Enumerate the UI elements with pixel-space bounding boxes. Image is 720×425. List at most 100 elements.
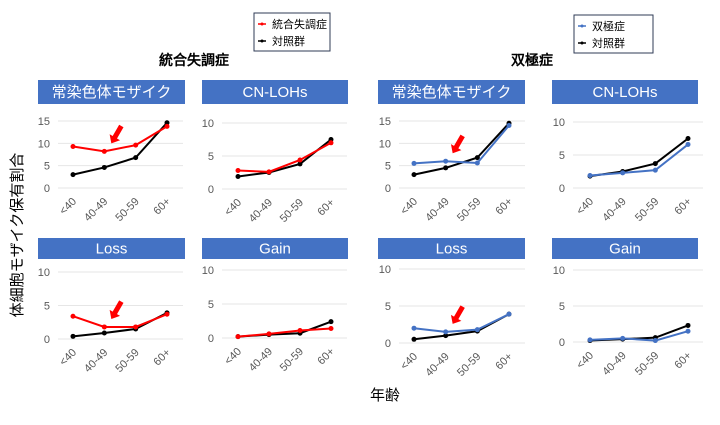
series-line: [589, 143, 689, 177]
data-point: [685, 322, 691, 328]
panel-title: CN-LOHs: [592, 84, 657, 101]
panel-title: Loss: [96, 241, 128, 258]
x-tick-label: 50-59: [278, 346, 306, 374]
data-point: [297, 328, 303, 334]
data-point: [620, 170, 626, 176]
series-line: [589, 137, 689, 178]
data-point: [506, 122, 512, 128]
data-point: [164, 123, 170, 129]
x-tick-label: 40-49: [600, 350, 628, 378]
y-axis-title: 体細胞モザイク保有割合: [9, 153, 26, 318]
y-tick-label: 10: [379, 138, 391, 150]
series-line: [413, 313, 510, 333]
x-tick-label: 50-59: [455, 351, 483, 379]
panel-header: [202, 238, 348, 259]
data-point: [443, 165, 449, 171]
legend-label: 双極症: [592, 19, 625, 33]
x-tick-label: <40: [398, 196, 420, 218]
x-tick-label: 60+: [493, 196, 515, 218]
x-tick-label: 50-59: [113, 347, 141, 375]
data-point: [474, 160, 480, 166]
data-point: [235, 173, 241, 179]
data-point: [164, 311, 170, 317]
x-tick-label: <40: [57, 196, 79, 218]
data-point: [235, 334, 241, 340]
data-point: [411, 325, 417, 331]
data-point: [685, 136, 691, 141]
arrow-annotation-icon: [109, 124, 124, 144]
data-point: [652, 161, 658, 167]
legend-marker: [260, 22, 264, 26]
data-point: [297, 157, 303, 163]
series-line: [237, 141, 332, 173]
y-tick-label: 10: [553, 117, 565, 129]
data-point: [411, 160, 417, 166]
y-tick-label: 0: [385, 183, 391, 195]
x-tick-label: <40: [57, 347, 79, 369]
data-point: [266, 169, 272, 175]
x-tick-label: <40: [222, 197, 244, 219]
legend-label: 対照群: [272, 34, 305, 48]
x-tick-label: 40-49: [247, 197, 275, 225]
x-tick-label: 40-49: [423, 351, 451, 379]
y-tick-label: 5: [559, 301, 565, 313]
x-tick-label: <40: [574, 350, 596, 372]
data-point: [328, 325, 334, 331]
panel-title: 常染色体モザイク: [52, 84, 172, 101]
x-tick-label: 60+: [151, 347, 173, 369]
x-tick-label: <40: [398, 351, 420, 373]
y-tick-label: 5: [385, 301, 391, 313]
legend-marker: [580, 41, 584, 45]
y-tick-label: 10: [38, 267, 50, 279]
panel-header: [378, 238, 525, 259]
data-point: [443, 333, 449, 339]
series-line: [72, 122, 168, 176]
x-tick-label: <40: [222, 346, 244, 368]
x-tick-label: 60+: [315, 346, 337, 368]
panel-header: [552, 238, 698, 259]
x-tick-label: 40-49: [82, 196, 110, 224]
y-tick-label: 15: [379, 116, 391, 128]
arrow-annotation-icon: [109, 300, 124, 319]
arrow-annotation-icon: [450, 305, 465, 324]
x-tick-label: 60+: [315, 197, 337, 219]
y-tick-label: 0: [44, 334, 50, 346]
y-tick-label: 0: [559, 183, 565, 195]
data-point: [328, 319, 334, 325]
panel-header: [378, 80, 525, 104]
data-point: [164, 120, 170, 126]
x-tick-label: 40-49: [600, 196, 628, 224]
y-tick-label: 10: [553, 265, 565, 277]
legend-marker: [580, 24, 584, 28]
legend-box: [573, 14, 654, 54]
x-axis-title: 年齢: [370, 387, 400, 404]
series-line: [413, 124, 510, 165]
data-point: [474, 327, 480, 333]
data-point: [235, 168, 241, 174]
series-line: [72, 311, 168, 338]
group-title: 双極症: [511, 52, 553, 68]
panel-title: Loss: [436, 241, 468, 258]
data-point: [101, 324, 107, 330]
series-line: [72, 313, 168, 328]
data-point: [133, 142, 139, 148]
panel-header: [202, 80, 348, 104]
panel-title: Gain: [609, 241, 641, 258]
legend-label: 対照群: [592, 36, 625, 50]
data-point: [70, 172, 76, 178]
x-tick-label: 50-59: [278, 197, 306, 225]
series-line: [589, 330, 689, 342]
data-point: [685, 328, 691, 334]
x-tick-label: 40-49: [423, 196, 451, 224]
y-tick-label: 0: [208, 184, 214, 196]
data-point: [297, 161, 303, 167]
y-tick-label: 0: [208, 333, 214, 345]
series-line: [72, 125, 168, 153]
data-point: [620, 335, 626, 341]
x-tick-label: 60+: [493, 351, 515, 373]
data-point: [443, 158, 449, 164]
data-point: [328, 140, 334, 146]
data-point: [506, 311, 512, 317]
data-point: [101, 164, 107, 170]
